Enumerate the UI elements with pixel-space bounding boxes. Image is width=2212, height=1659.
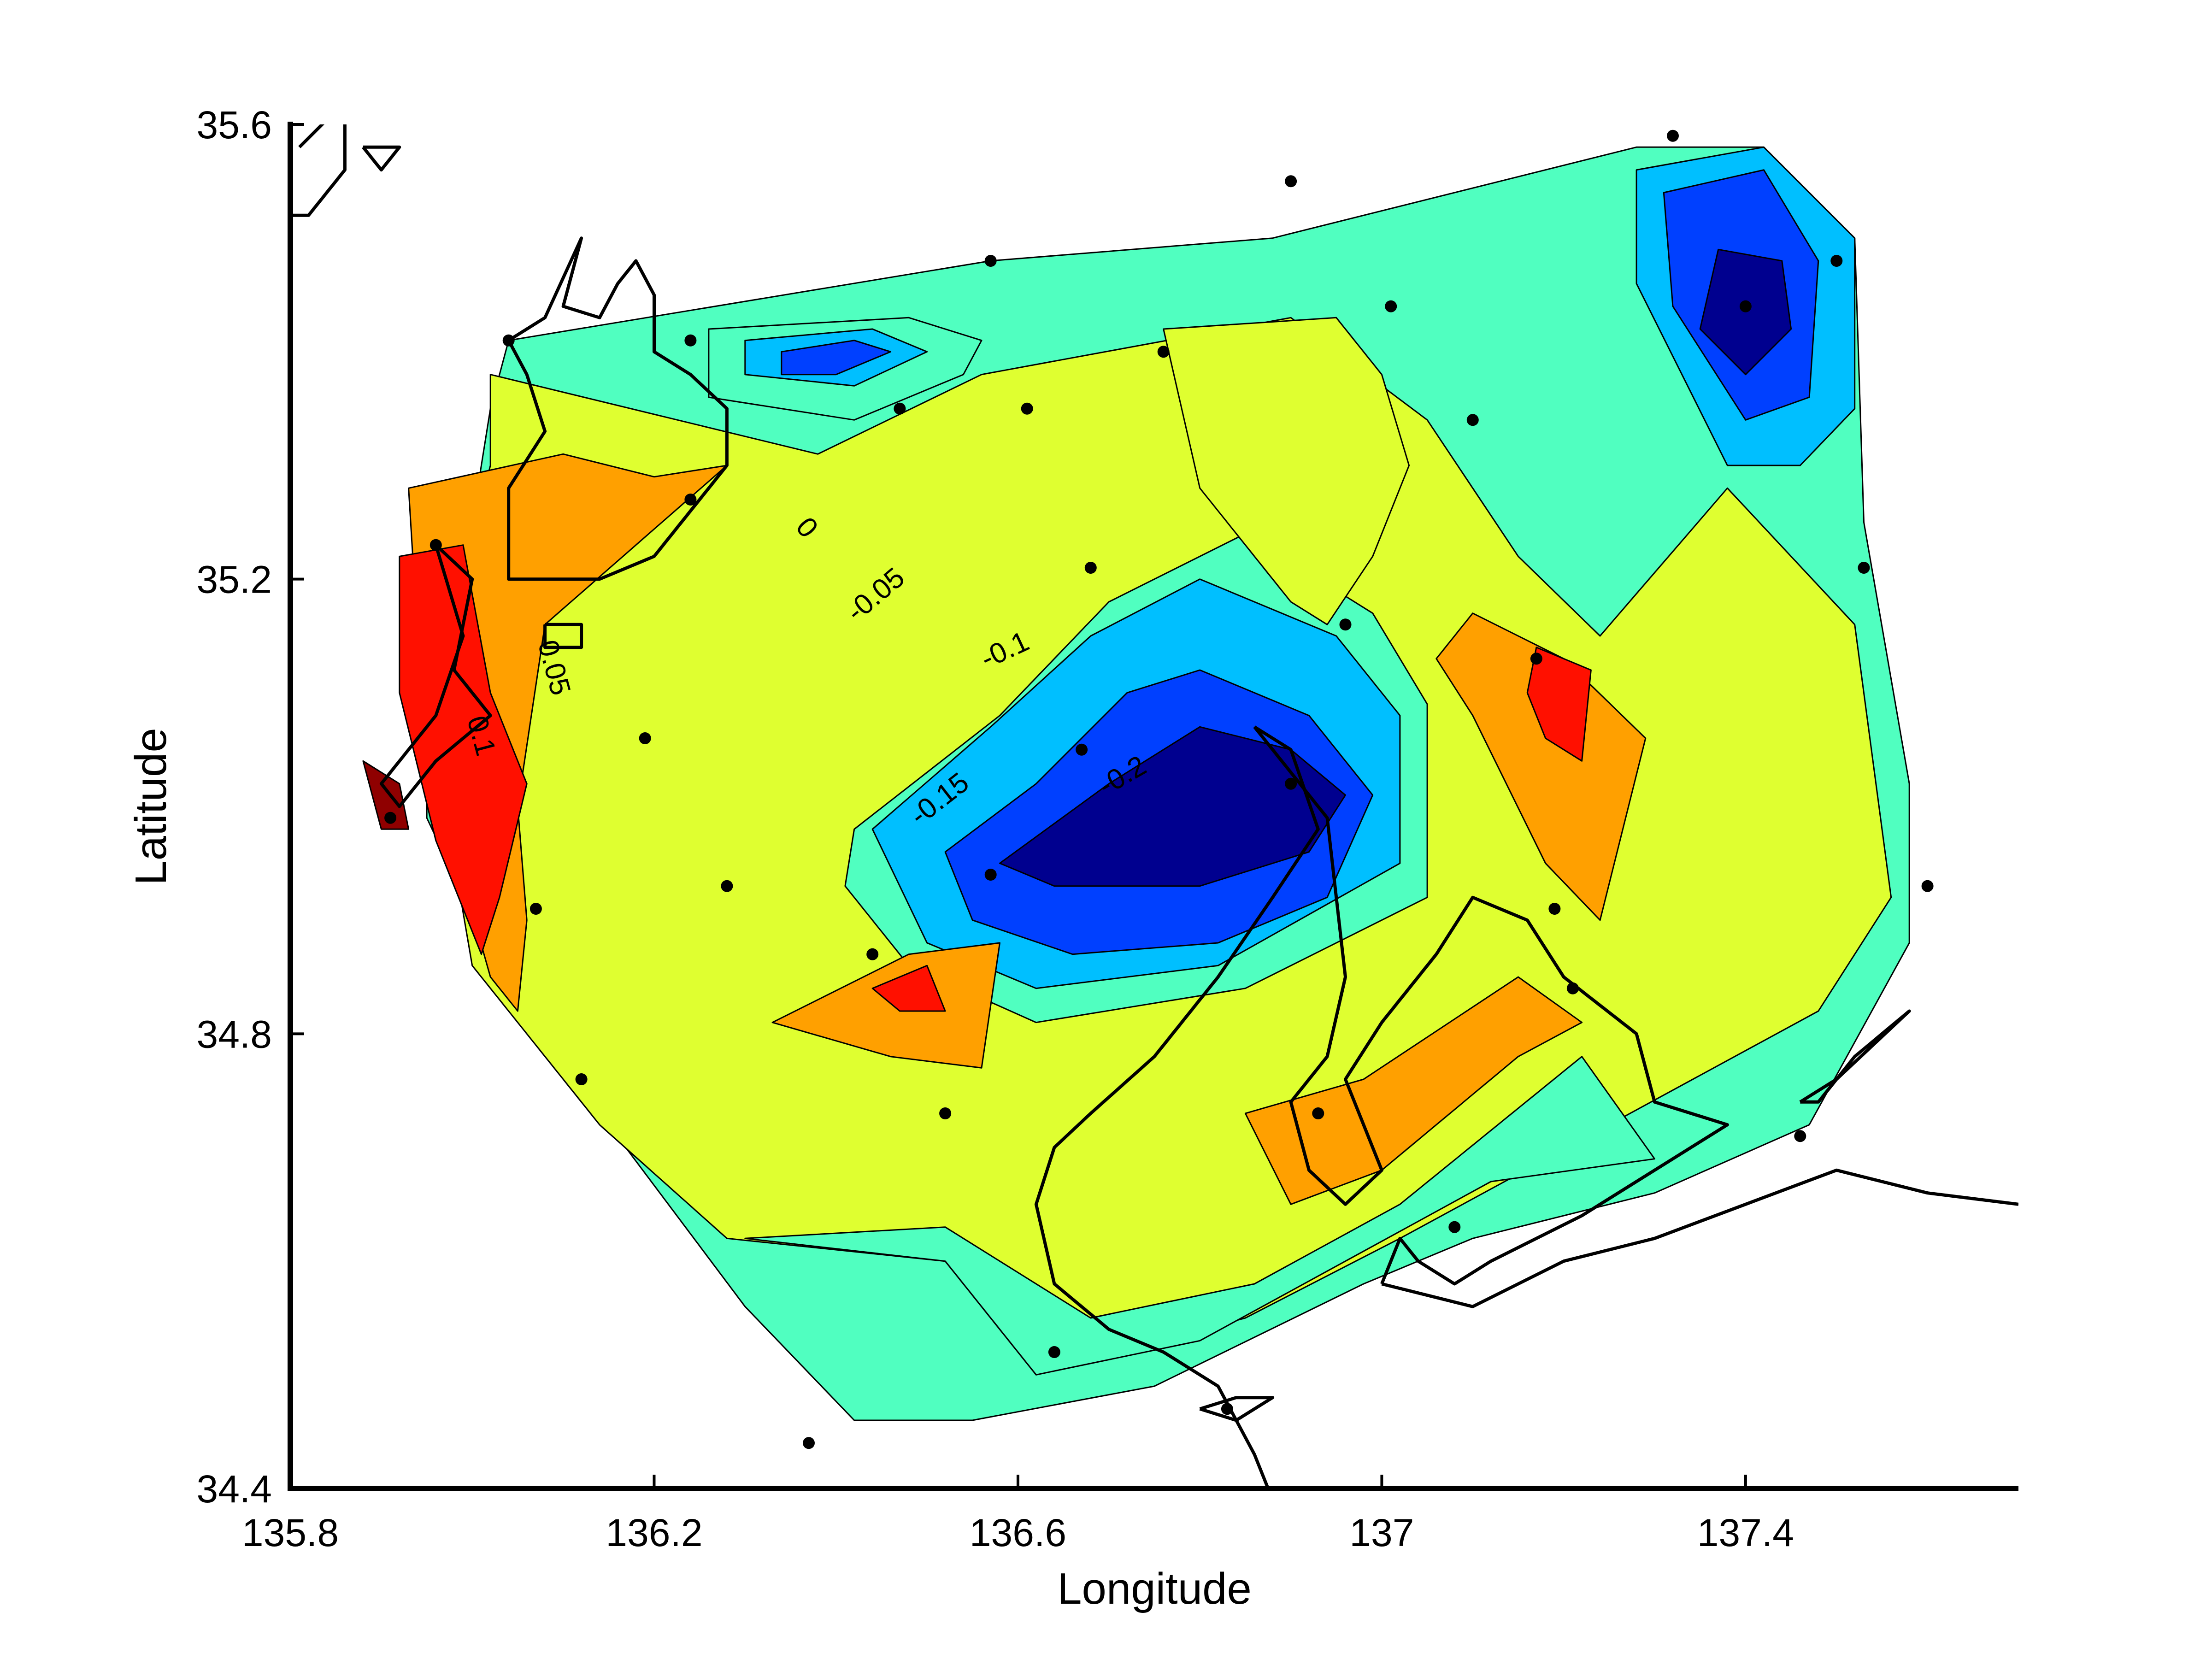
coastline-segment-3 [543, 623, 583, 649]
station-point-11 [1466, 414, 1479, 426]
contour-region-14 [871, 965, 946, 1012]
x-tick-label-4: 137.4 [1697, 1511, 1794, 1554]
station-point-29 [575, 1073, 588, 1085]
contour-region-13 [771, 942, 1000, 1069]
x-tick-label-1: 136.2 [606, 1511, 702, 1554]
station-point-7 [502, 334, 515, 347]
station-point-22 [984, 869, 997, 881]
station-point-0 [1667, 129, 1679, 142]
y-tick-label-2: 35.2 [197, 558, 272, 601]
coastline-segment-2 [379, 544, 492, 808]
y-tick-label-3: 35.6 [197, 103, 272, 147]
contour-region-18 [781, 340, 892, 376]
station-point-26 [1921, 880, 1934, 892]
coastline-segment-4 [362, 145, 401, 172]
coastline-segment-7 [1381, 1168, 2018, 1308]
contour-region-2 [744, 1056, 1655, 1376]
x-tick-label-2: 136.6 [970, 1511, 1066, 1554]
station-point-15 [1858, 562, 1870, 574]
station-point-30 [1312, 1107, 1324, 1119]
y-tick-label-0: 34.4 [197, 1467, 272, 1511]
ticks: 135.8 136.2 136.6 137 137.4 34.4 34.8 35.2 35.6 [197, 103, 1794, 1554]
station-point-35 [1221, 1403, 1233, 1415]
station-point-6 [684, 334, 697, 347]
station-point-34 [1048, 1346, 1060, 1358]
station-point-4 [1385, 300, 1397, 312]
station-point-21 [384, 812, 397, 824]
coastline-segment-8 [1799, 1009, 1911, 1104]
station-point-18 [639, 732, 651, 744]
contour-region-15 [1244, 976, 1583, 1205]
contour-regions [362, 146, 1910, 1421]
station-point-3 [1830, 255, 1843, 267]
coastline-segment-0 [290, 124, 347, 217]
station-point-19 [1076, 743, 1088, 756]
y-axis-label: Latitude [126, 728, 176, 885]
station-point-14 [1084, 562, 1097, 574]
coastline-segment-9 [1199, 1396, 1275, 1422]
coastline-segment-6 [1253, 726, 1729, 1286]
station-point-13 [429, 539, 442, 551]
station-point-16 [1339, 618, 1352, 631]
x-tick-label-0: 135.8 [242, 1511, 339, 1554]
station-point-32 [1794, 1130, 1806, 1142]
station-point-5 [1739, 300, 1752, 312]
coastline-segment-1 [507, 236, 729, 581]
contour-region-12 [1526, 647, 1592, 762]
station-point-1 [1285, 175, 1297, 188]
station-point-9 [894, 402, 906, 415]
y-tick-label-1: 34.8 [197, 1012, 272, 1056]
stations [384, 129, 1934, 1449]
station-point-28 [1566, 982, 1579, 994]
station-point-25 [1548, 903, 1561, 915]
station-point-31 [939, 1107, 952, 1119]
station-point-24 [529, 903, 542, 915]
station-point-17 [1530, 653, 1542, 665]
contour-region-10 [1163, 317, 1410, 625]
station-point-12 [684, 494, 697, 506]
station-point-10 [1021, 402, 1033, 415]
contour-region-9 [999, 726, 1346, 887]
station-point-2 [984, 255, 997, 267]
contour-region-4 [399, 544, 528, 955]
station-point-23 [721, 880, 733, 892]
station-point-8 [1157, 346, 1170, 358]
station-point-20 [1285, 777, 1297, 790]
x-axis-label: Longitude [1057, 1564, 1252, 1613]
x-tick-label-3: 137 [1349, 1511, 1414, 1554]
axes [288, 122, 2018, 1491]
station-point-36 [803, 1437, 815, 1449]
station-point-27 [866, 948, 879, 960]
station-point-33 [1448, 1221, 1461, 1233]
